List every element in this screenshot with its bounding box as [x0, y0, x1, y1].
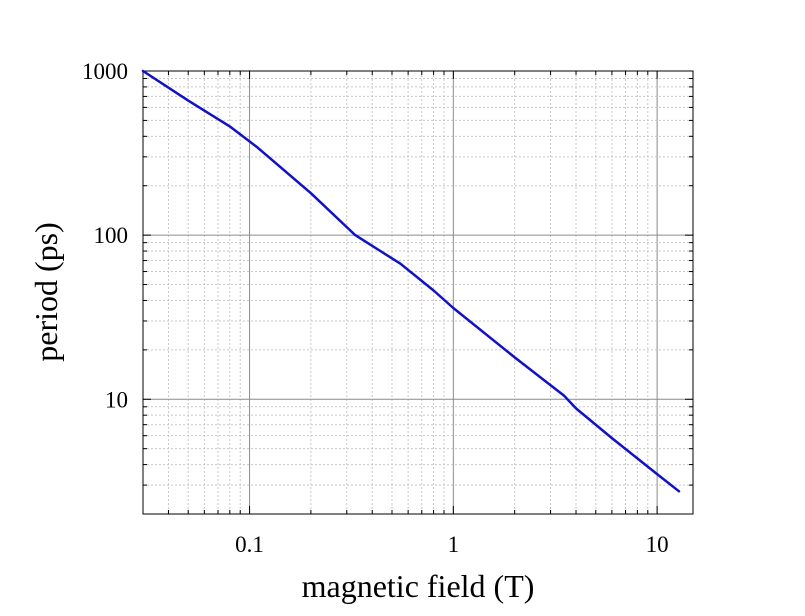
plot-frame — [142, 70, 694, 515]
y-tick-label: 100 — [94, 223, 129, 248]
series-layer — [141, 69, 681, 493]
grid — [142, 70, 693, 515]
x-tick-label: 1 — [448, 532, 460, 557]
series-line — [141, 69, 681, 493]
axis-ticks — [142, 70, 693, 515]
x-tick-label: 10 — [646, 532, 669, 557]
tick-labels: 0.1 1 10 10 100 1000 — [82, 59, 669, 557]
y-tick-label: 10 — [105, 387, 128, 412]
y-tick-label: 1000 — [82, 59, 128, 84]
x-tick-label: 0.1 — [235, 532, 264, 557]
y-axis-title: period (ps) — [28, 222, 64, 362]
x-axis-title: magnetic field (T) — [302, 568, 535, 604]
